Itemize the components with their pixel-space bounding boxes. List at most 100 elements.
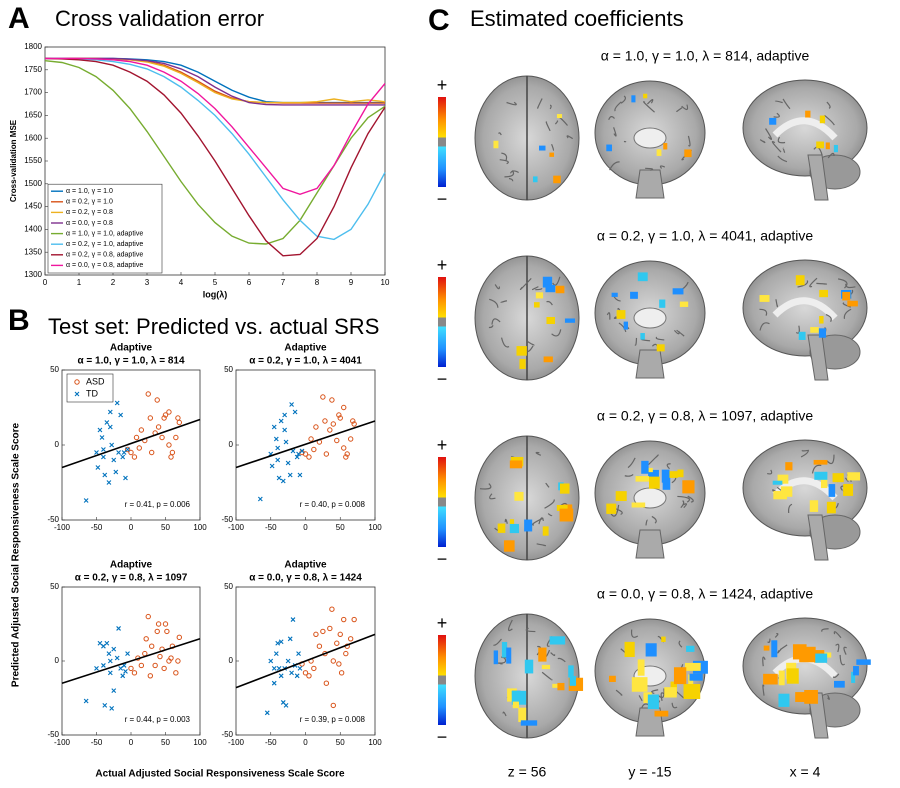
- legend-label: α = 1.0, γ = 1.0: [66, 188, 113, 195]
- y-tick-label: -50: [221, 515, 233, 524]
- activation: [853, 666, 859, 676]
- fold: [677, 495, 691, 503]
- marker: [161, 665, 167, 672]
- chart-subtitle: α = 0.0, γ = 0.8, λ = 1424: [249, 573, 362, 584]
- corpus-callosum: [772, 117, 838, 141]
- brainstem: [807, 514, 829, 561]
- marker: [111, 646, 117, 652]
- x-tick-label: 100: [193, 523, 207, 532]
- marker: [311, 665, 317, 672]
- fold: [608, 116, 615, 121]
- marker: [104, 640, 110, 646]
- fold: [557, 657, 566, 663]
- slice-label: x = 4: [790, 764, 821, 780]
- marker: [97, 427, 103, 433]
- marker: [83, 698, 89, 704]
- legend-label: α = 1.0, γ = 1.0, adaptive: [66, 230, 143, 237]
- marker: [350, 418, 356, 424]
- activation: [631, 502, 646, 508]
- activation: [763, 673, 778, 685]
- activation: [643, 93, 648, 99]
- brainstem: [635, 529, 665, 559]
- marker: [118, 412, 124, 418]
- fit-line: [235, 633, 376, 689]
- marker: [278, 418, 284, 424]
- fold: [507, 619, 513, 632]
- marker: [109, 705, 115, 711]
- marker: [176, 419, 183, 426]
- y-tick-label: -50: [47, 515, 59, 524]
- fold: [630, 629, 639, 638]
- activation: [759, 295, 770, 302]
- activation: [834, 680, 845, 688]
- marker: [289, 402, 294, 407]
- marker: [109, 442, 115, 448]
- y-tick-label: 1650: [24, 111, 42, 120]
- annotation: r = 0.40, p = 0.008: [300, 500, 366, 509]
- marker: [123, 668, 128, 674]
- fold: [779, 644, 788, 651]
- activation: [559, 508, 574, 522]
- activation: [815, 653, 828, 663]
- marker: [131, 670, 138, 676]
- fold: [842, 302, 851, 308]
- marker: [94, 450, 99, 455]
- y-tick-label: 0: [229, 656, 234, 665]
- marker: [168, 655, 174, 661]
- marker: [271, 666, 277, 671]
- marker: [306, 454, 312, 460]
- fold: [824, 114, 835, 126]
- fold: [650, 689, 659, 695]
- marker: [330, 421, 336, 427]
- activation: [524, 519, 533, 532]
- activation: [819, 289, 829, 298]
- activation: [847, 300, 858, 307]
- activation: [659, 299, 666, 308]
- marker: [327, 625, 333, 632]
- fold: [526, 345, 534, 353]
- activation: [805, 110, 811, 118]
- marker: [131, 454, 138, 460]
- marker: [136, 445, 142, 451]
- marker: [155, 424, 162, 430]
- fold: [655, 336, 665, 341]
- fold: [827, 152, 835, 159]
- line-series: [45, 57, 386, 196]
- fold: [687, 135, 691, 147]
- fold: [833, 631, 842, 639]
- marker: [116, 450, 121, 455]
- activation: [615, 491, 627, 502]
- x-tick-label: 7: [281, 278, 286, 287]
- activation: [847, 472, 861, 481]
- x-tick-label: 100: [368, 738, 382, 747]
- marker: [334, 640, 340, 646]
- marker: [133, 434, 140, 441]
- slice-label: y = -15: [628, 764, 671, 780]
- activation: [683, 684, 701, 700]
- marker: [271, 424, 277, 430]
- fold: [618, 322, 627, 333]
- activation: [524, 659, 534, 674]
- activation: [518, 707, 527, 723]
- marker: [155, 621, 162, 627]
- fold: [497, 656, 507, 664]
- marker: [111, 688, 117, 693]
- marker: [154, 397, 160, 403]
- activation: [631, 677, 648, 692]
- marker: [120, 454, 126, 460]
- marker: [104, 420, 110, 425]
- y-tick-label: 0: [55, 440, 60, 449]
- activation: [497, 523, 506, 533]
- activation: [778, 670, 785, 686]
- fold: [547, 513, 553, 517]
- activation: [520, 720, 538, 726]
- colorbar: [438, 635, 446, 725]
- marker: [101, 447, 106, 452]
- marker: [145, 613, 151, 620]
- marker: [338, 670, 345, 676]
- activation: [818, 328, 826, 338]
- marker: [336, 412, 342, 418]
- fold: [687, 495, 694, 503]
- marker: [166, 409, 172, 415]
- activation: [798, 331, 806, 340]
